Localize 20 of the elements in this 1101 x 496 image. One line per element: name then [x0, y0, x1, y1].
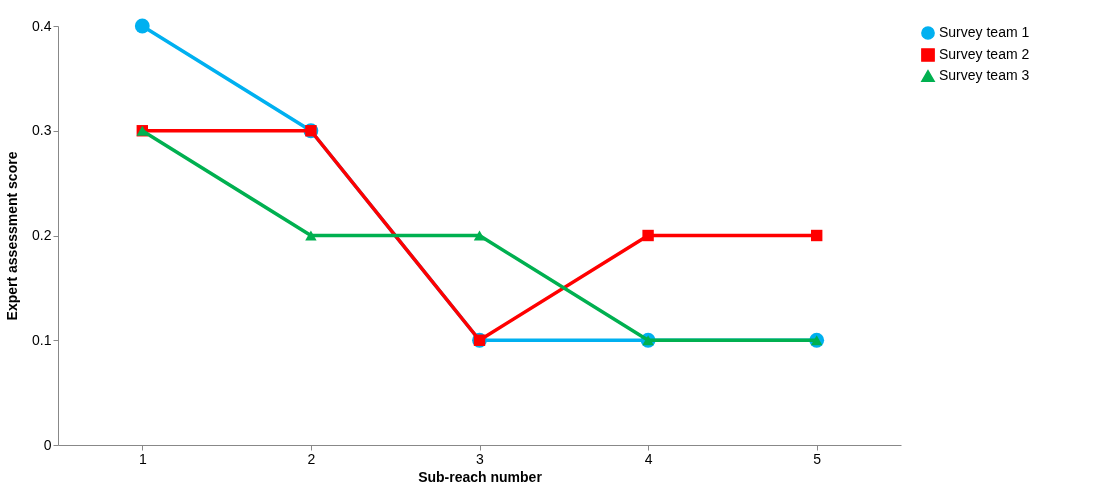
point — [811, 229, 823, 242]
y-tick-label: 0.2 — [32, 227, 52, 243]
point — [473, 230, 486, 241]
x-axis-title: Sub-reach number — [418, 468, 543, 485]
point — [134, 18, 150, 34]
legend-label: Survey team 1 — [939, 24, 1030, 40]
x-tick-label: 4 — [644, 450, 653, 467]
x-tick-label: 3 — [476, 450, 485, 467]
legend-label: Survey team 2 — [939, 46, 1030, 62]
y-tick-label: 0.4 — [32, 17, 52, 34]
y-tick-label: 0 — [43, 436, 52, 453]
point — [642, 229, 654, 242]
x-tick-label: 1 — [138, 450, 147, 467]
legend-label: Survey team 3 — [939, 67, 1030, 83]
x-tick-label: 5 — [813, 450, 822, 467]
point — [305, 230, 317, 241]
y-tick-label: 0.3 — [32, 122, 52, 139]
y-tick-label: 0.1 — [32, 331, 52, 348]
y-axis-title: Expert assessment score — [4, 151, 21, 321]
x-tick-label: 2 — [307, 450, 316, 467]
